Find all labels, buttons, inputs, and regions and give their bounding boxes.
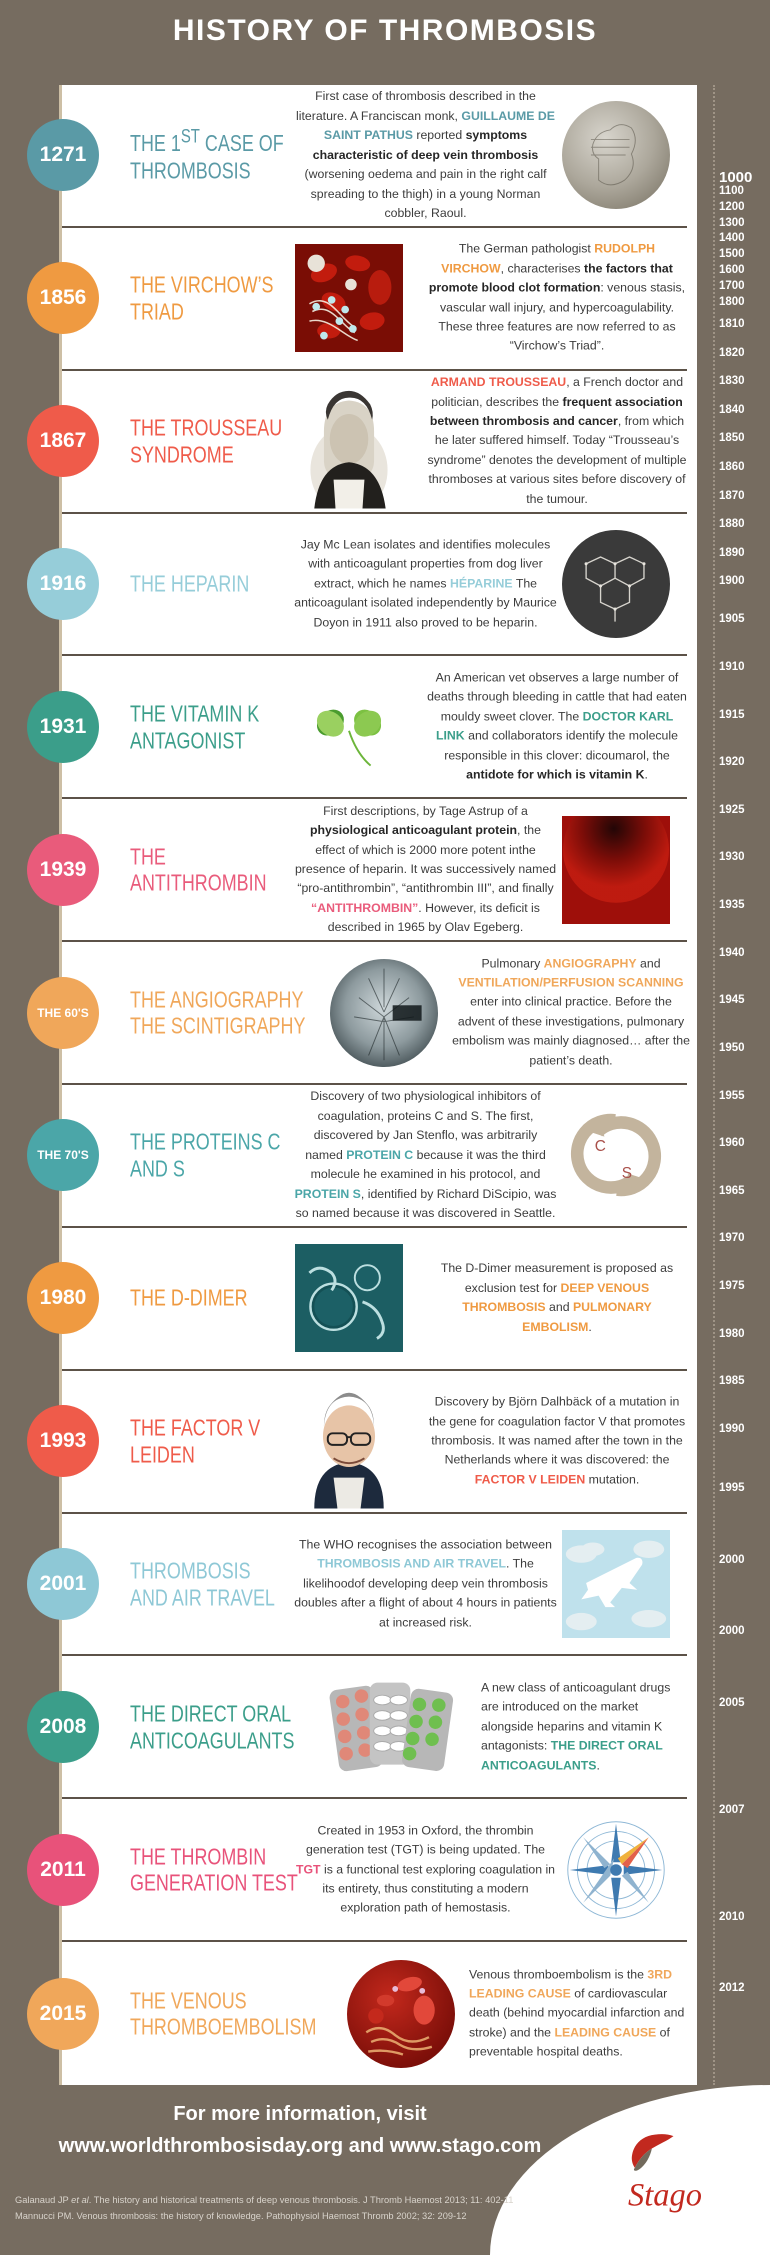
svg-text:S: S xyxy=(622,1166,632,1183)
svg-text:C: C xyxy=(595,1139,606,1156)
svg-text:Stago: Stago xyxy=(628,2178,702,2214)
